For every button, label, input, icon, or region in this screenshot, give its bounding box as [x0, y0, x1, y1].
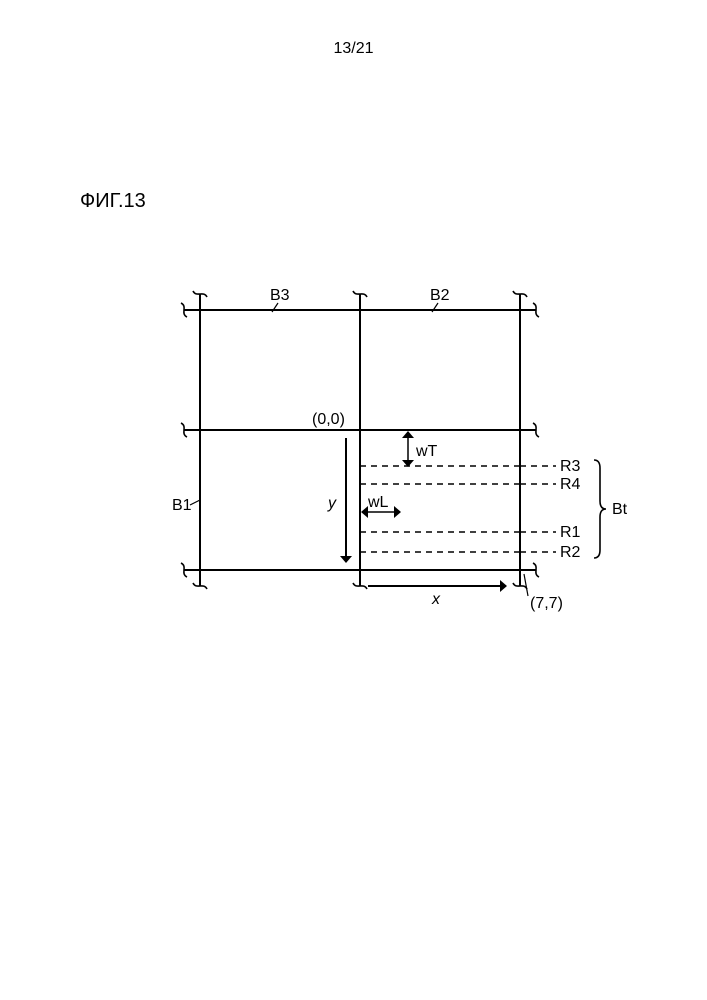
corner-label: (7,7)	[530, 595, 563, 612]
x-axis-label: x	[431, 591, 441, 608]
label-b3: B3	[270, 287, 290, 304]
label-b1: B1	[172, 497, 192, 514]
y-axis-label: y	[327, 495, 337, 512]
label-r2: R2	[560, 544, 581, 561]
brace-bt	[594, 460, 606, 558]
label-r1: R1	[560, 524, 581, 541]
label-r3: R3	[560, 458, 581, 475]
wt-label: wT	[415, 443, 438, 460]
bt-label: Bt	[612, 501, 628, 518]
figure-diagram: B1 B2 B3 (0,0) (7,7) y x wT wL R3R4 R1 R2 Bt	[0, 0, 707, 1000]
label-b2: B2	[430, 287, 450, 304]
origin-label: (0,0)	[312, 411, 345, 428]
label-r4: R4	[560, 476, 581, 493]
wl-label: wL	[367, 494, 389, 511]
